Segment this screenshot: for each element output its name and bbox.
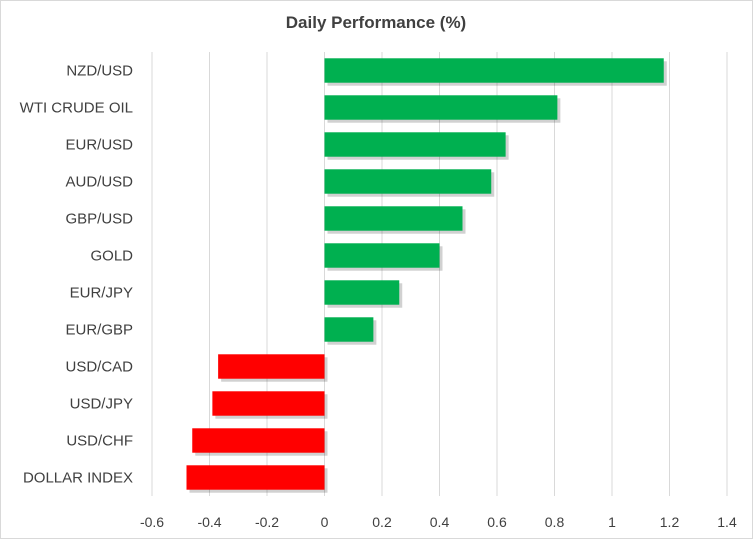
bar-aud-usd <box>324 169 492 194</box>
category-label: AUD/USD <box>65 174 133 191</box>
category-label: DOLLAR INDEX <box>23 470 133 487</box>
category-label: EUR/USD <box>65 137 133 154</box>
category-label: GBP/USD <box>65 211 133 228</box>
category-label: WTI CRUDE OIL <box>20 100 133 117</box>
bar-gbp-usd <box>324 206 463 231</box>
x-tick-label: -0.6 <box>140 514 164 530</box>
chart-title: Daily Performance (%) <box>286 13 466 32</box>
x-tick-label: 0.6 <box>487 514 507 530</box>
bar-wti-crude-oil <box>324 95 558 120</box>
category-label: USD/CHF <box>66 433 133 450</box>
bar-eur-jpy <box>324 280 400 305</box>
x-tick-label: 0.4 <box>430 514 450 530</box>
x-tick-label: 1 <box>608 514 616 530</box>
category-label: USD/JPY <box>70 396 133 413</box>
bar-dollar-index <box>186 465 325 490</box>
bar-eur-gbp <box>324 317 374 342</box>
category-label: EUR/GBP <box>65 322 133 339</box>
x-tick-label: 1.4 <box>717 514 737 530</box>
x-tick-label: -0.4 <box>197 514 221 530</box>
category-label: NZD/USD <box>66 63 133 80</box>
bar-nzd-usd <box>324 58 664 83</box>
category-label: EUR/JPY <box>70 285 133 302</box>
x-tick-label: -0.2 <box>255 514 279 530</box>
bar-usd-cad <box>218 354 325 379</box>
category-label: USD/CAD <box>65 359 133 376</box>
bar-gold <box>324 243 440 268</box>
category-label: GOLD <box>90 248 133 265</box>
x-tick-label: 0 <box>321 514 329 530</box>
x-tick-label: 0.8 <box>545 514 565 530</box>
x-tick-label: 1.2 <box>660 514 680 530</box>
bar-usd-chf <box>192 428 325 453</box>
bar-eur-usd <box>324 132 506 157</box>
bar-usd-jpy <box>212 391 325 416</box>
x-tick-label: 0.2 <box>372 514 392 530</box>
